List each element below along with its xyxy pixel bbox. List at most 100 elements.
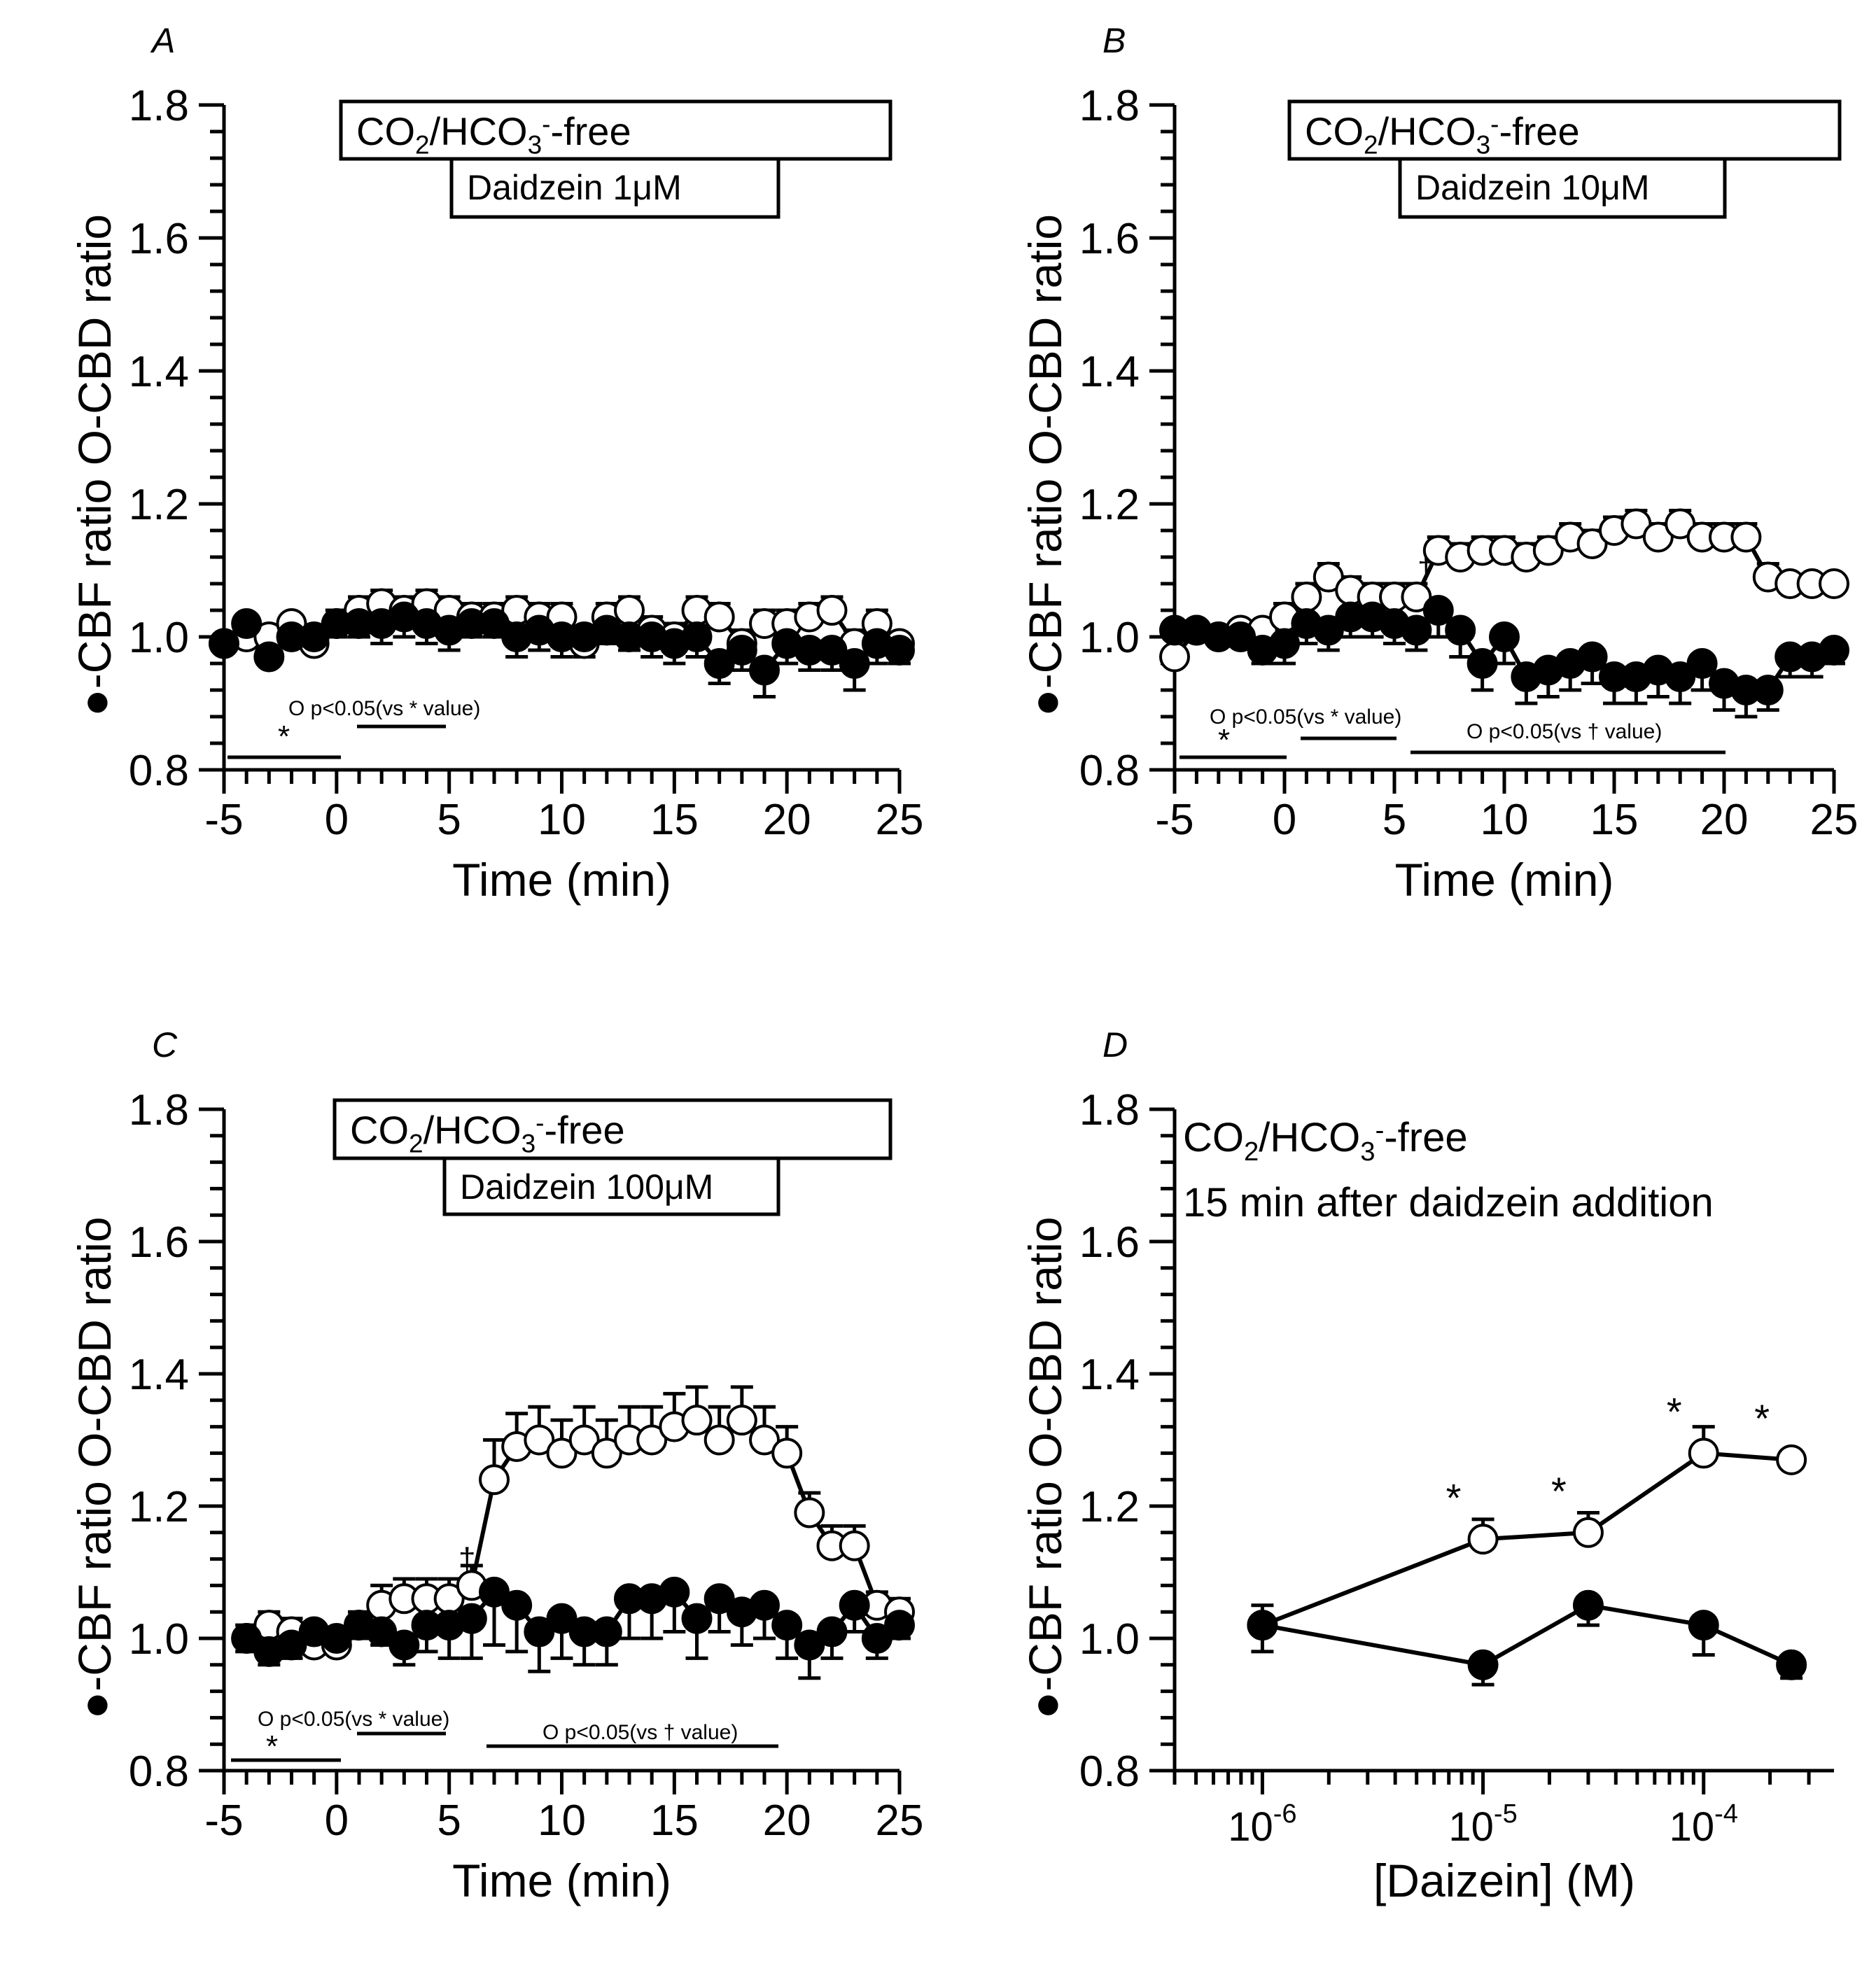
drug-label: Daidzein 10μM [1415, 168, 1650, 207]
data-point-filled [1269, 628, 1300, 659]
data-point-filled [681, 621, 713, 652]
x-axis-title: Time (min) [452, 1855, 671, 1906]
panel-letter: A [150, 21, 175, 60]
x-tick-label: 25 [1810, 796, 1858, 844]
formula-subscript: 2 [415, 130, 430, 159]
x-tick-label: 0 [325, 1797, 349, 1845]
x-tick-label: -5 [204, 796, 243, 844]
x-tick-label: 5 [1382, 796, 1406, 844]
x-tick-label: 0 [1273, 796, 1296, 844]
panel-c: C 0.8 1.0 1.2 1.4 1.6 1.8 -5 0 5 10 15 20 25 Time (min… [69, 1025, 923, 1906]
formula-subscript: 3 [522, 1129, 536, 1158]
formula-superscript: - [536, 1109, 544, 1137]
y-tick-label: 0.8 [1079, 747, 1140, 795]
x-tick-label: 10 [538, 1797, 586, 1845]
data-point-open [1572, 1517, 1604, 1548]
formula-part: CO [356, 109, 415, 153]
condition-label: CO2/HCO3--free [1305, 109, 1580, 159]
data-point-filled [839, 648, 870, 679]
data-point-filled [884, 1610, 915, 1641]
y-tick-label: 1.2 [129, 1483, 189, 1531]
data-point-open [771, 1438, 803, 1469]
significance-annotation: O p<0.05(vs * value) [288, 697, 480, 720]
y-axis-title: ●-CBF ratio O-CBD ratio [69, 1216, 120, 1719]
x-tick-label: 0 [325, 796, 349, 844]
data-point-filled [1422, 595, 1454, 626]
data-point-open [1730, 521, 1762, 553]
data-point-filled [704, 1583, 735, 1615]
data-point-filled [546, 1603, 578, 1634]
data-point-open [839, 1530, 870, 1561]
series-line-open [1261, 1451, 1792, 1627]
data-point-open [1312, 561, 1344, 593]
data-point-filled [321, 1623, 352, 1654]
data-point-open [794, 1497, 825, 1528]
data-point-filled [749, 1589, 780, 1621]
condition-label: CO2/HCO3--free [350, 1108, 625, 1158]
formula-part: -free [1384, 1115, 1467, 1160]
drug-box [449, 157, 780, 219]
data-point-filled [1665, 661, 1696, 692]
data-point-open [1642, 521, 1674, 553]
y-tick-label: 1.4 [1079, 348, 1140, 396]
formula-part: -free [550, 109, 631, 153]
y-tick-label: 1.4 [129, 1351, 189, 1399]
x-tick-label: 5 [437, 1797, 461, 1845]
significance-annotation: * [1218, 723, 1230, 757]
x-tick-label: 20 [763, 1797, 811, 1845]
significance-asterisk: * [1446, 1475, 1462, 1519]
formula-subscript: 3 [1360, 1137, 1375, 1167]
data-point-open [636, 1424, 668, 1456]
data-point-filled [704, 648, 735, 679]
data-point-filled [1686, 648, 1718, 679]
drug-label: Daidzein 1μM [467, 168, 682, 207]
data-point-filled [209, 628, 239, 659]
data-point-filled [1688, 1610, 1719, 1641]
formula-subscript: 3 [528, 130, 542, 159]
formula-part: /HCO [1259, 1115, 1360, 1160]
x-tick-label: 10 [1480, 796, 1529, 844]
x-tick-label: 10 [538, 796, 586, 844]
data-point-filled [816, 1616, 848, 1647]
data-point-filled [1401, 614, 1432, 646]
formula-superscript: - [1490, 110, 1499, 139]
data-point-filled [276, 1629, 307, 1661]
tick-base: 10 [1448, 1804, 1494, 1850]
data-point-open [1576, 528, 1608, 559]
y-tick-label: 1.0 [129, 1615, 189, 1664]
y-tick-label: 1.2 [129, 481, 189, 529]
data-point-filled [659, 1576, 690, 1608]
data-point-open [524, 1424, 555, 1456]
formula-superscript: - [542, 110, 550, 139]
significance-annotation: O p<0.05(vs * value) [258, 1708, 449, 1731]
y-tick-label: 1.6 [129, 1218, 189, 1267]
data-point-filled [501, 1589, 533, 1621]
panel-letter: B [1102, 21, 1126, 60]
data-point-open [1776, 1444, 1807, 1475]
data-point-filled [479, 608, 510, 639]
panel-letter: C [152, 1025, 178, 1064]
y-tick-label: 1.8 [1079, 82, 1140, 130]
data-point-open [1688, 1438, 1719, 1469]
data-point-filled [1576, 641, 1608, 673]
data-point-filled [1225, 621, 1256, 652]
data-point-filled [591, 1616, 622, 1647]
data-point-filled [1445, 614, 1476, 646]
formula-superscript: - [1376, 1116, 1385, 1146]
data-point-filled [681, 1603, 713, 1634]
y-tick-label: 1.8 [1079, 1086, 1140, 1134]
x-tick-label: -5 [1155, 796, 1194, 844]
x-tick-label: 10-4 [1670, 1799, 1738, 1850]
data-point-filled [231, 608, 262, 639]
y-axis-title: ●-CBF ratio O-CBD ratio [1019, 1216, 1071, 1719]
data-point-filled [1489, 621, 1520, 652]
data-point-filled [749, 654, 780, 686]
significance-asterisk: * [1551, 1469, 1567, 1513]
data-point-filled [456, 1603, 487, 1634]
significance-asterisk: * [1754, 1396, 1770, 1440]
data-point-filled [771, 1610, 803, 1641]
data-point-filled [1752, 675, 1784, 705]
x-tick-label: 20 [1700, 796, 1749, 844]
x-tick-label: 15 [650, 796, 699, 844]
